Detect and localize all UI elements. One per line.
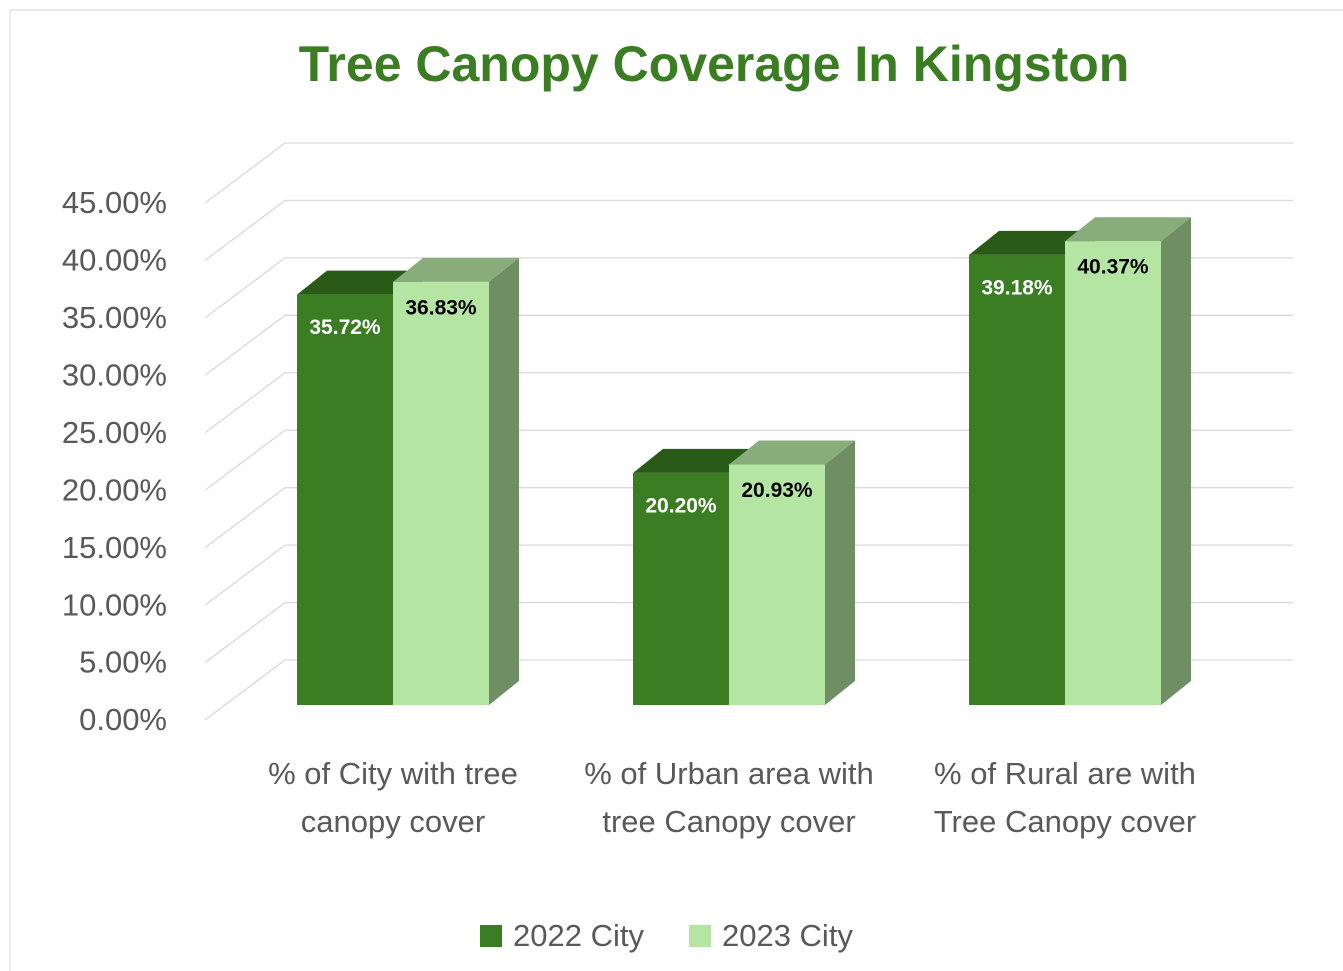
y-tick-label: 10.00% [62, 587, 167, 622]
y-tick-label: 20.00% [62, 472, 167, 507]
y-tick-label: 25.00% [62, 415, 167, 450]
y-tick-label: 15.00% [62, 530, 167, 565]
chart-title: Tree Canopy Coverage In Kingston [299, 36, 1130, 92]
bar-top [633, 448, 759, 473]
data-label: 39.18% [981, 276, 1053, 299]
data-label: 20.93% [741, 479, 813, 502]
data-label: 36.83% [405, 296, 477, 319]
y-tick-label: 45.00% [62, 185, 167, 220]
bar-top [1065, 217, 1191, 242]
data-label: 20.20% [645, 494, 717, 517]
grid-line [204, 142, 1293, 204]
legend-swatch [688, 925, 711, 947]
bar-side [1161, 217, 1191, 706]
grid-line [204, 429, 1293, 491]
bar-side [825, 440, 855, 705]
bar-side [489, 257, 519, 705]
grid-line [204, 372, 1293, 434]
legend-label: 2022 City [513, 918, 644, 953]
x-tick-label: % of Urban area with tree Canopy cover [584, 756, 874, 839]
legend-label: 2023 City [722, 918, 853, 953]
x-tick-label: % of City with tree canopy cover [268, 756, 518, 839]
bar [1065, 241, 1161, 706]
y-tick-label: 5.00% [79, 645, 167, 680]
data-label: 35.72% [309, 316, 381, 339]
bar-top [297, 270, 423, 295]
y-tick-label: 35.00% [62, 300, 167, 335]
y-tick-label: 40.00% [62, 243, 167, 278]
grid-line [204, 199, 1293, 261]
legend-swatch [480, 925, 502, 947]
data-label: 40.37% [1077, 256, 1149, 279]
grid-line [204, 601, 1293, 664]
grid-line [204, 487, 1293, 549]
bar [633, 472, 729, 705]
bar [393, 281, 489, 705]
bar [969, 254, 1065, 705]
bar-top [393, 257, 519, 282]
bar-top [729, 440, 855, 465]
bar-top [969, 230, 1095, 255]
y-tick-label: 0.00% [79, 702, 167, 737]
x-tick-label: % of Rural are with Tree Canopy cover [933, 756, 1197, 839]
grid-line [204, 257, 1293, 319]
grid-line [204, 544, 1293, 606]
grid-line [204, 659, 1293, 721]
grid-line [204, 314, 1293, 376]
y-tick-label: 30.00% [62, 358, 167, 393]
bar [297, 294, 393, 705]
bar [729, 464, 825, 705]
